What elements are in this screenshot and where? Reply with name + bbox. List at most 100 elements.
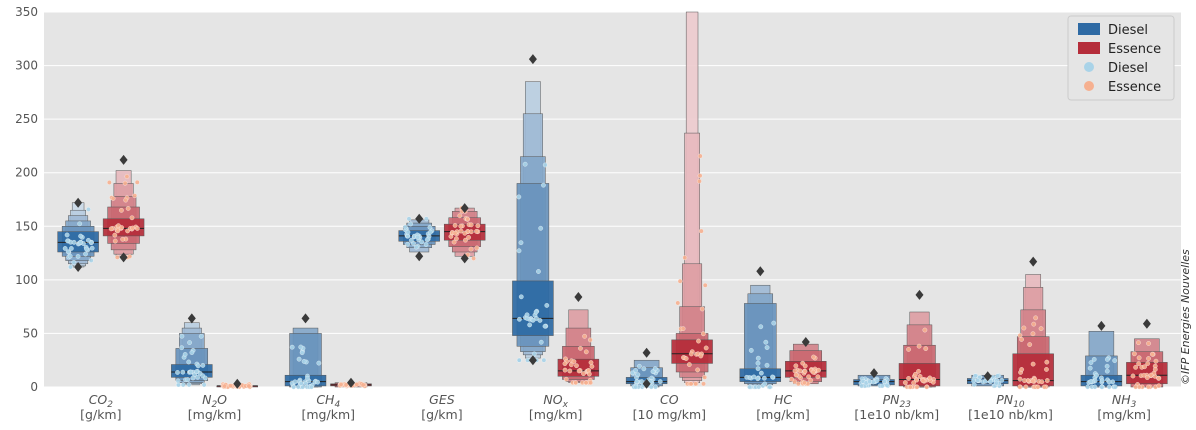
data-point	[914, 384, 920, 390]
data-point	[135, 226, 140, 231]
data-point	[755, 360, 761, 366]
data-point	[188, 369, 194, 375]
data-point	[114, 255, 120, 260]
data-point	[452, 223, 458, 228]
boxen-group	[785, 337, 827, 387]
data-point	[122, 180, 128, 186]
data-point	[653, 384, 658, 390]
y-tick-label: 100	[15, 273, 38, 287]
data-point	[516, 248, 522, 254]
data-point	[1087, 365, 1093, 371]
data-point	[793, 363, 799, 369]
outlier-marker	[233, 378, 242, 389]
data-point	[468, 229, 474, 235]
data-point	[452, 230, 458, 236]
data-point	[630, 370, 635, 376]
category-label: CO	[660, 392, 679, 407]
category-unit: [1e10 nb/km]	[854, 407, 939, 422]
data-point	[1106, 384, 1112, 390]
data-point	[1088, 360, 1094, 365]
data-point	[291, 384, 297, 390]
boxen-group	[512, 54, 554, 366]
data-point	[1142, 364, 1147, 370]
data-point	[124, 174, 130, 179]
data-point	[129, 215, 135, 221]
category-label: NOx	[543, 392, 568, 410]
outlier-marker	[460, 253, 469, 264]
data-point	[120, 236, 126, 242]
data-point	[578, 345, 583, 351]
outlier-marker	[574, 292, 583, 302]
data-point	[1136, 355, 1142, 361]
category-label: GES	[429, 392, 455, 407]
data-point	[811, 354, 816, 360]
data-point	[1021, 325, 1027, 331]
outlier-marker	[187, 313, 196, 324]
data-point	[683, 356, 689, 361]
data-point	[189, 350, 195, 355]
data-point	[338, 382, 344, 387]
data-point	[424, 237, 430, 243]
data-point	[1156, 375, 1162, 381]
data-point	[86, 238, 91, 243]
data-point	[228, 383, 233, 389]
data-point	[75, 254, 81, 259]
data-point	[1141, 372, 1147, 378]
legend[interactable]: Diesel Essence Diesel Essence	[1067, 15, 1175, 101]
data-point	[298, 344, 304, 350]
data-point	[1153, 358, 1159, 364]
data-point	[1132, 351, 1137, 357]
data-point	[633, 368, 638, 373]
data-point	[518, 294, 524, 300]
data-point	[107, 180, 112, 185]
data-point	[1030, 361, 1036, 367]
category-unit: [mg/km]	[756, 407, 810, 422]
category-label: PN23	[883, 392, 912, 410]
outlier-marker	[301, 313, 310, 324]
data-point	[583, 349, 589, 355]
data-point	[134, 179, 140, 185]
data-point	[419, 239, 425, 245]
data-point	[180, 369, 186, 375]
data-point	[405, 229, 411, 235]
data-point	[536, 269, 541, 274]
category-label: HC	[774, 392, 792, 407]
y-tick-label: 150	[15, 219, 38, 233]
data-point	[65, 238, 70, 244]
data-point	[475, 223, 481, 229]
boxen-group	[671, 11, 713, 387]
data-point	[911, 380, 916, 386]
data-point	[458, 228, 464, 234]
credit-text: ©IFP Energies Nouvelles	[1179, 249, 1192, 385]
data-point	[198, 333, 204, 339]
data-point	[1136, 340, 1141, 346]
boxen-group	[1126, 318, 1168, 390]
outlier-marker	[1029, 256, 1038, 267]
legend-swatch	[1078, 23, 1100, 35]
data-point	[755, 355, 761, 361]
data-point	[451, 239, 457, 245]
data-point	[203, 375, 208, 381]
boxen-group	[625, 347, 668, 390]
data-point	[703, 345, 709, 351]
data-point	[792, 379, 798, 385]
data-point	[916, 369, 921, 374]
category-unit: [1e10 nb/km]	[968, 407, 1053, 422]
data-point	[581, 371, 586, 376]
data-point	[86, 207, 91, 212]
data-point	[544, 303, 550, 308]
data-point	[423, 242, 429, 247]
outlier-marker	[528, 54, 537, 65]
data-point	[83, 251, 88, 257]
data-point	[1144, 375, 1150, 380]
data-point	[194, 369, 199, 375]
category-unit: [mg/km]	[529, 407, 583, 422]
data-point	[802, 380, 807, 386]
data-point	[1145, 361, 1151, 366]
data-point	[246, 383, 252, 389]
boxen-group	[1080, 320, 1123, 390]
outlier-marker	[74, 197, 83, 208]
y-tick-label: 0	[30, 380, 38, 394]
outlier-marker	[460, 203, 469, 214]
data-point	[182, 352, 188, 357]
